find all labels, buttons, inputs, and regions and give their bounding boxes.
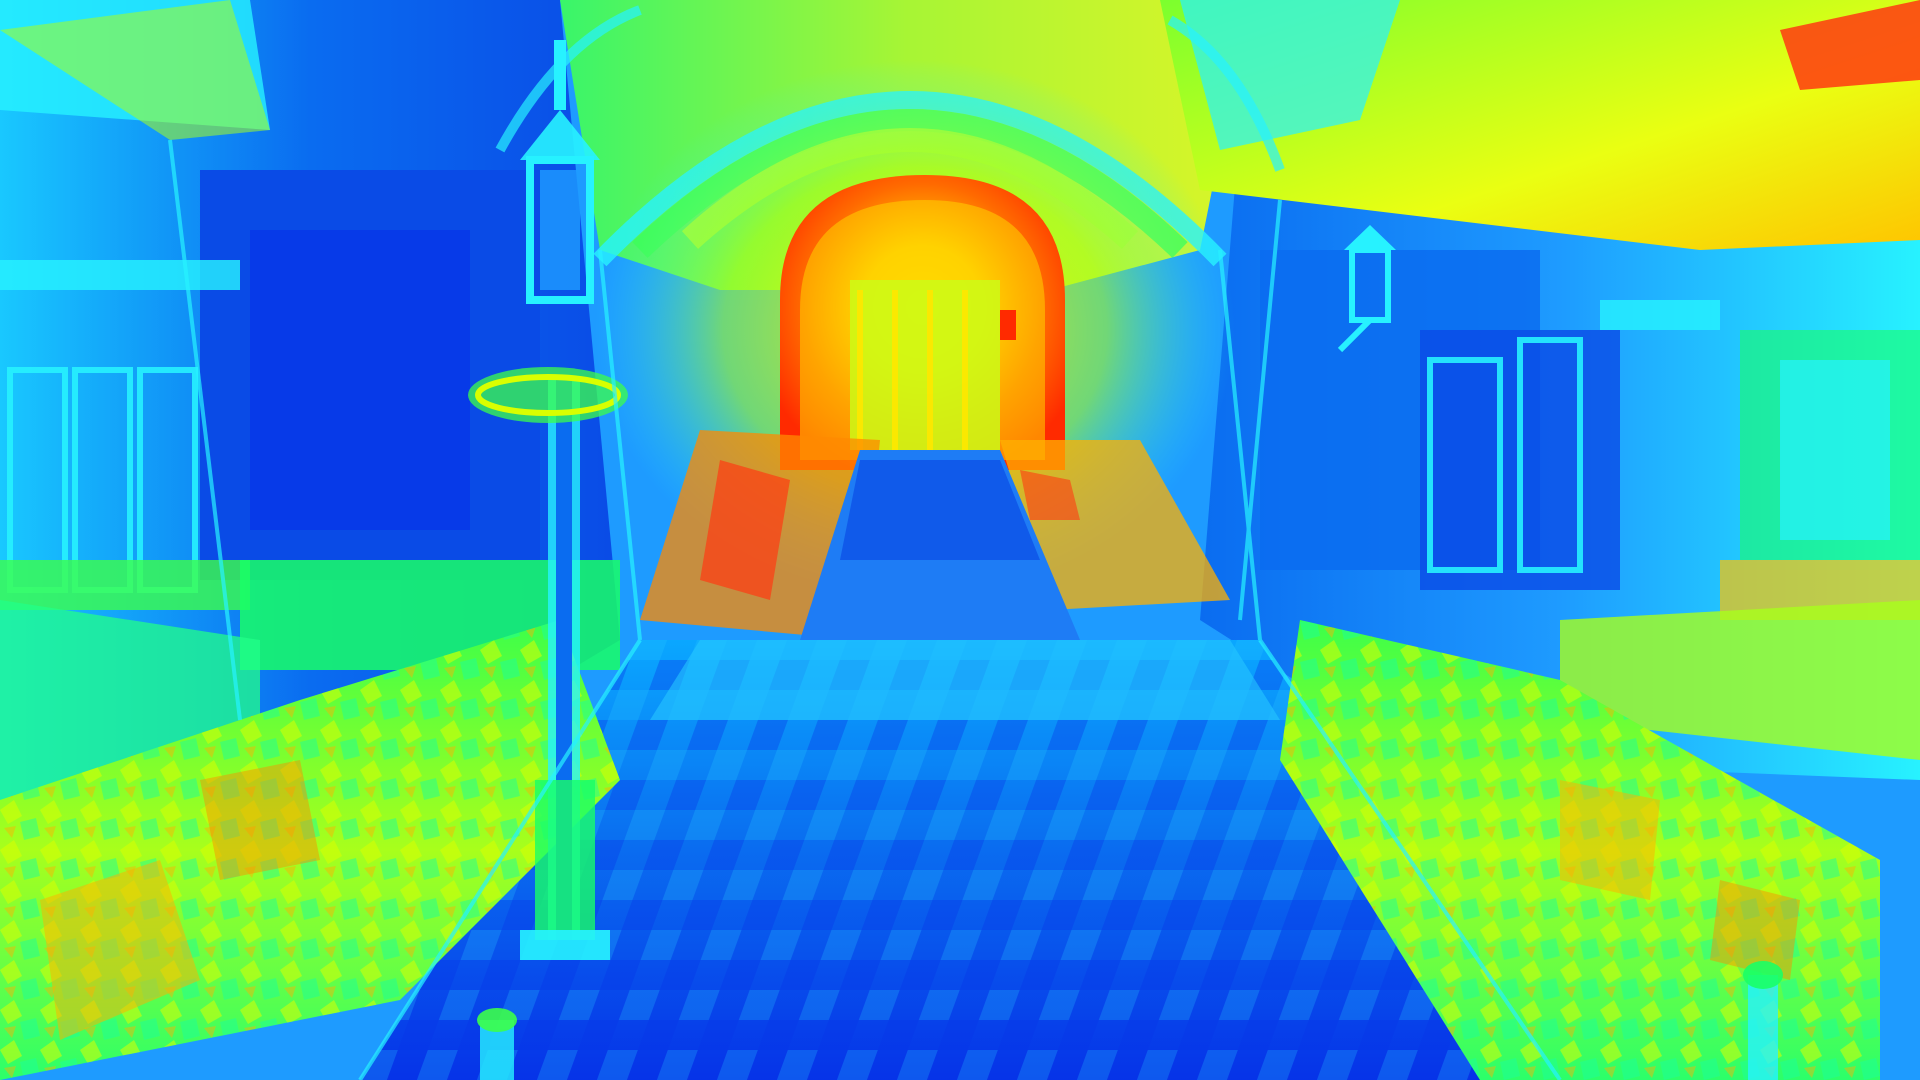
right-hedge-planter (1280, 620, 1880, 1080)
wireframe-edges (168, 139, 1562, 1080)
left-building-facade (0, 0, 620, 820)
tiled-floor (360, 450, 1560, 1080)
left-street-lamp (468, 40, 628, 960)
left-hedge-planter (0, 620, 620, 1080)
right-bollard-post (1743, 961, 1783, 1080)
right-wall-lantern (1337, 225, 1396, 353)
left-small-post (477, 1008, 517, 1080)
